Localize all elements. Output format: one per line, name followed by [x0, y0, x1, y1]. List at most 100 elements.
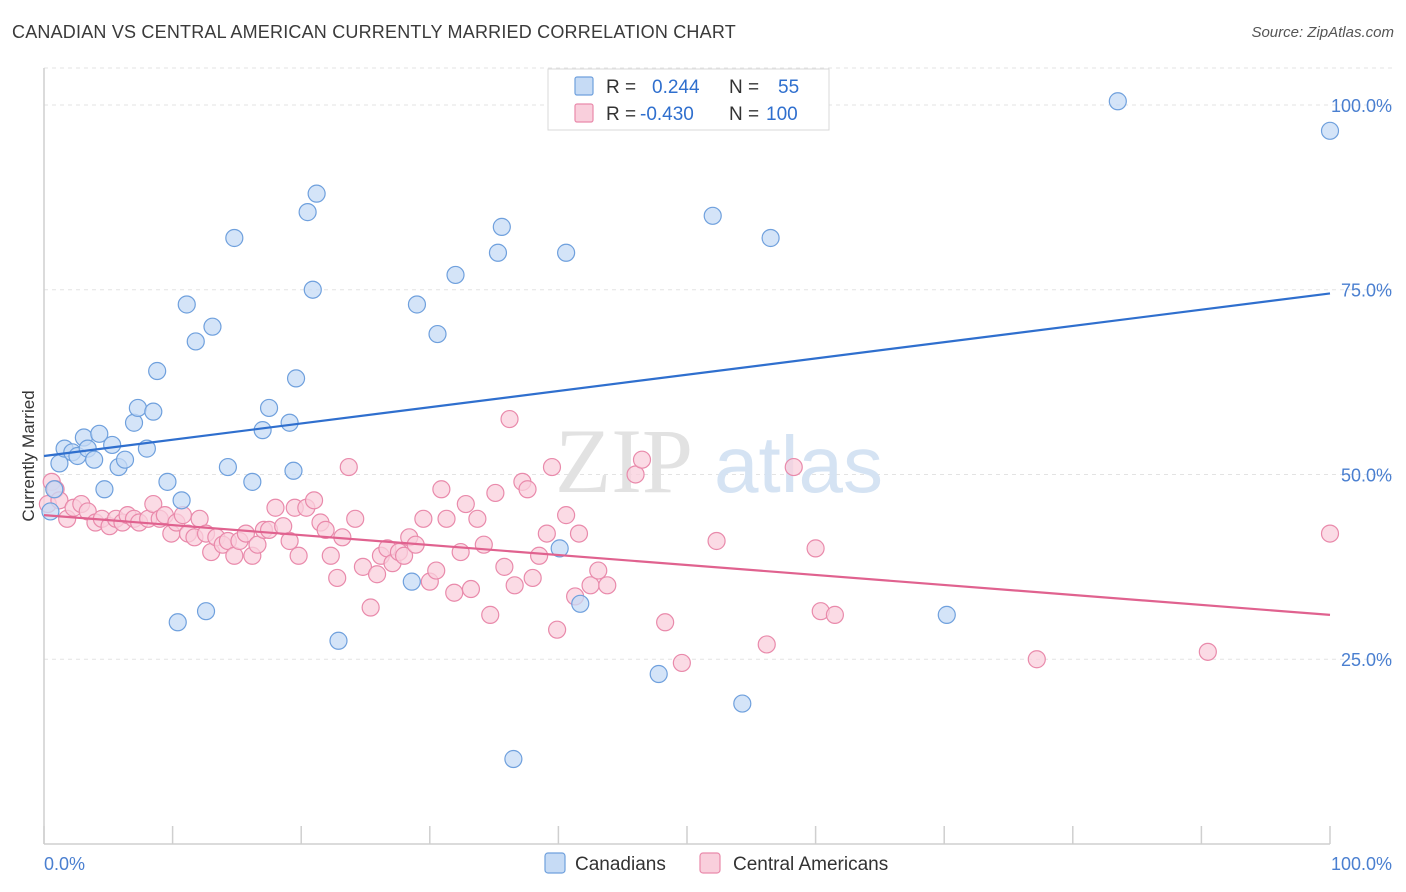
point-canadians	[488, 243, 508, 262]
point-central-americans	[784, 457, 803, 477]
point-central-americans	[367, 565, 387, 584]
point-canadians	[90, 424, 109, 443]
series-legend: Canadians Central Americans	[544, 852, 888, 875]
y-tick-label: 25.0%	[1341, 650, 1392, 670]
point-central-americans	[361, 598, 380, 617]
y-axis-tick-labels: 25.0% 50.0% 75.0% 100.0%	[1331, 96, 1392, 670]
point-canadians	[557, 243, 576, 262]
point-canadians	[492, 217, 511, 236]
point-central-americans	[394, 546, 414, 565]
point-central-americans	[495, 557, 514, 576]
watermark: ZIP atlas	[555, 410, 883, 512]
y-tick-label: 75.0%	[1341, 281, 1392, 301]
point-central-americans	[481, 605, 500, 624]
point-central-americans	[1027, 650, 1046, 669]
point-central-americans	[632, 450, 652, 469]
point-canadians	[307, 184, 326, 203]
point-canadians	[329, 631, 348, 650]
point-central-americans	[518, 480, 537, 499]
point-central-americans	[523, 568, 542, 588]
bottom-legend-label-canadians: Canadians	[575, 854, 666, 875]
point-central-americans	[236, 524, 256, 543]
point-central-americans	[542, 457, 562, 477]
x-axis-ticks	[43, 826, 1331, 844]
point-canadians	[172, 491, 191, 510]
point-central-americans	[266, 498, 285, 517]
legend-n-value: 100	[766, 104, 798, 125]
y-axis-title: Currently Married	[19, 390, 38, 521]
point-canadians	[128, 398, 147, 418]
x-tick-label: 100.0%	[1331, 854, 1392, 874]
point-central-americans	[456, 494, 475, 514]
point-central-americans	[316, 520, 335, 540]
y-tick-label: 100.0%	[1331, 96, 1392, 116]
gridlines	[44, 67, 1392, 660]
point-central-americans	[757, 635, 776, 654]
point-central-americans	[1320, 524, 1340, 543]
point-central-americans	[461, 579, 481, 599]
legend-r-value: 0.244	[652, 77, 700, 98]
point-canadians	[284, 461, 303, 480]
point-central-americans	[328, 568, 347, 588]
point-canadians	[550, 539, 569, 558]
point-canadians	[298, 203, 317, 222]
point-canadians	[225, 228, 244, 248]
point-central-americans	[321, 546, 340, 565]
point-canadians	[703, 206, 722, 225]
point-central-americans	[825, 605, 844, 624]
point-central-americans	[707, 531, 726, 551]
bottom-legend-swatch-central-americans	[699, 852, 721, 874]
point-central-americans	[280, 531, 299, 551]
legend-r-label: R =	[606, 104, 636, 125]
x-tick-label: 0.0%	[44, 854, 85, 874]
point-central-americans	[468, 509, 487, 528]
point-central-americans	[1198, 642, 1217, 661]
point-canadians	[203, 317, 222, 336]
point-central-americans	[548, 620, 567, 639]
bottom-legend-label-central-americans: Central Americans	[733, 854, 888, 875]
point-central-americans	[589, 561, 608, 580]
point-canadians	[41, 502, 60, 521]
point-central-americans	[445, 583, 464, 602]
point-canadians	[761, 228, 780, 248]
point-canadians	[571, 594, 590, 613]
trend-line-central-americans	[43, 514, 1331, 616]
point-central-americans	[598, 576, 617, 595]
series-canadians	[41, 92, 1340, 769]
point-central-americans	[346, 509, 365, 528]
point-canadians	[407, 295, 427, 314]
source-credit: Source: ZipAtlas.com	[1251, 24, 1394, 41]
point-central-americans	[557, 506, 576, 525]
legend-swatch-canadians	[574, 76, 594, 96]
point-central-americans	[569, 524, 589, 543]
point-canadians	[649, 664, 668, 684]
legend-n-label: N =	[729, 77, 759, 98]
point-canadians	[218, 457, 237, 477]
point-central-americans	[304, 491, 324, 510]
legend-r-label: R =	[606, 77, 636, 98]
point-central-americans	[537, 524, 556, 543]
point-central-americans	[806, 539, 825, 558]
point-canadians	[1320, 121, 1340, 140]
legend-box	[547, 68, 830, 131]
point-canadians	[937, 605, 956, 624]
point-canadians	[280, 413, 299, 432]
bottom-legend-swatch-canadians	[544, 852, 566, 874]
point-central-americans	[353, 557, 373, 576]
legend-n-label: N =	[729, 104, 759, 125]
point-canadians	[504, 749, 523, 769]
point-canadians	[243, 472, 262, 491]
point-central-americans	[427, 561, 446, 580]
trend-line-canadians	[43, 292, 1331, 458]
point-canadians	[259, 398, 279, 418]
point-canadians	[286, 369, 306, 388]
watermark-zip: ZIP	[555, 410, 693, 512]
point-central-americans	[339, 457, 358, 477]
point-central-americans	[289, 546, 308, 565]
point-central-americans	[437, 509, 456, 528]
point-canadians	[148, 361, 167, 381]
point-central-americans	[432, 480, 451, 499]
point-canadians	[446, 265, 465, 285]
point-central-americans	[505, 576, 524, 595]
trend-lines	[43, 292, 1331, 616]
